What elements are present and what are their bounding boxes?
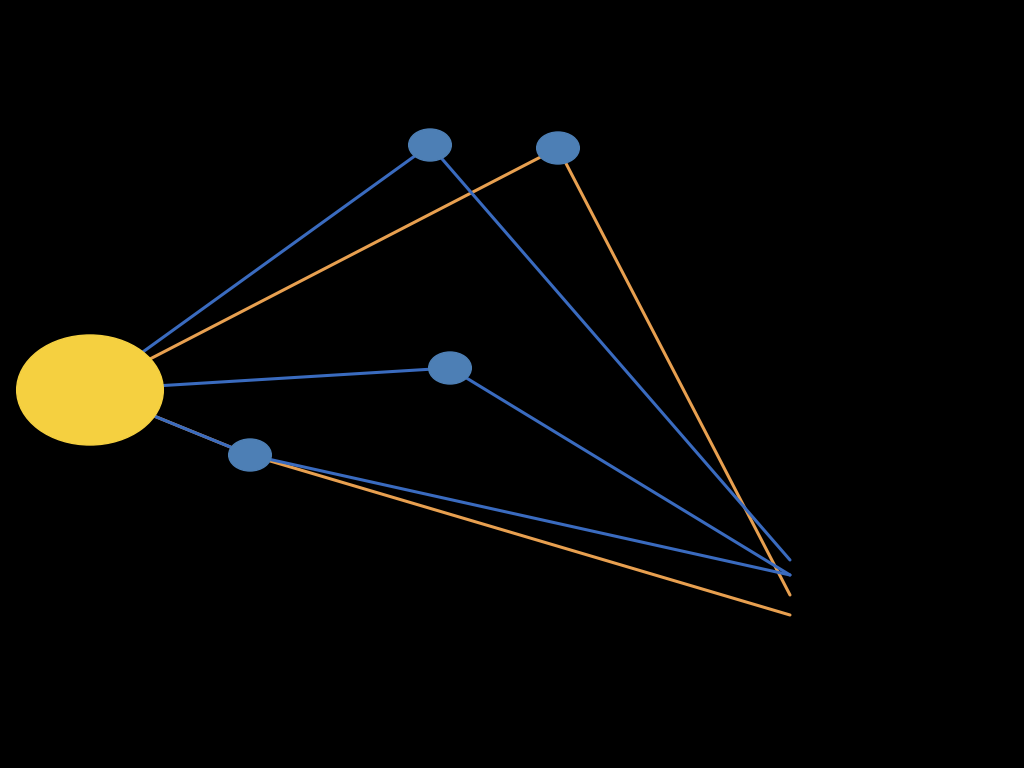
Circle shape <box>16 335 164 445</box>
Circle shape <box>409 129 452 161</box>
Circle shape <box>429 352 471 384</box>
Circle shape <box>537 132 580 164</box>
Circle shape <box>228 439 271 471</box>
